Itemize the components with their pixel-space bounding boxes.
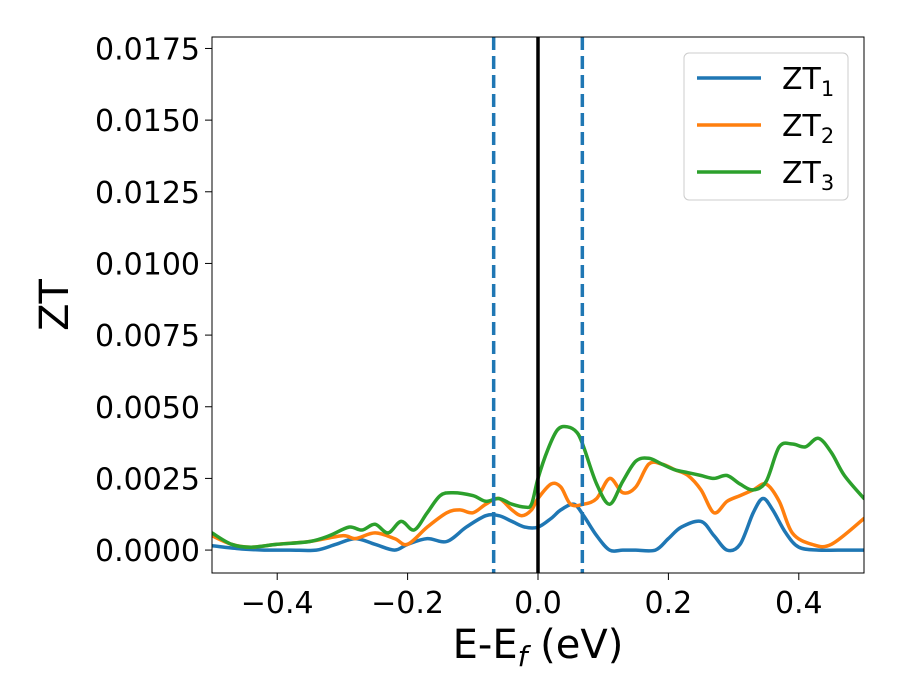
x-tick-label: 0.2	[645, 586, 693, 621]
y-tick-label: 0.0150	[95, 104, 200, 139]
y-tick-label: 0.0125	[95, 176, 200, 211]
legend-label-zt1: ZT1	[782, 62, 834, 101]
series-line-zt3	[212, 424, 864, 549]
y-tick-label: 0.0100	[95, 247, 200, 282]
x-axis-label: E-Ef (eV)	[453, 622, 624, 673]
legend-label-zt3: ZT3	[782, 156, 834, 195]
x-tick-label: −0.2	[371, 586, 444, 621]
x-axis-ticks: −0.4 −0.2 0.0 0.2 0.4	[241, 573, 823, 621]
legend-box	[683, 52, 849, 201]
vline-layer	[491, 37, 585, 573]
x-tick-label: 0.0	[514, 586, 562, 621]
legend-label-zt2: ZT2	[782, 109, 834, 148]
legend: ZT1 ZT2 ZT3	[683, 52, 849, 201]
y-axis-ticks: 0.0000 0.0025 0.0050 0.0075 0.0100 0.0125 0.01…	[95, 32, 212, 569]
x-axis-label-tail: (eV)	[527, 622, 623, 668]
legend-items: ZT1 ZT2 ZT3	[697, 62, 834, 195]
y-tick-label: 0.0050	[95, 391, 200, 426]
series-line-zt2	[212, 460, 864, 549]
x-axis-label-main: E-E	[453, 622, 518, 668]
y-tick-label: 0.0075	[95, 319, 200, 354]
series-layer	[212, 424, 864, 553]
y-tick-label: 0.0000	[95, 534, 200, 569]
x-tick-label: −0.4	[241, 586, 314, 621]
y-tick-label: 0.0175	[95, 32, 200, 67]
x-tick-label: 0.4	[775, 586, 823, 621]
y-tick-label: 0.0025	[95, 462, 200, 497]
y-axis-label: ZT	[32, 279, 78, 331]
